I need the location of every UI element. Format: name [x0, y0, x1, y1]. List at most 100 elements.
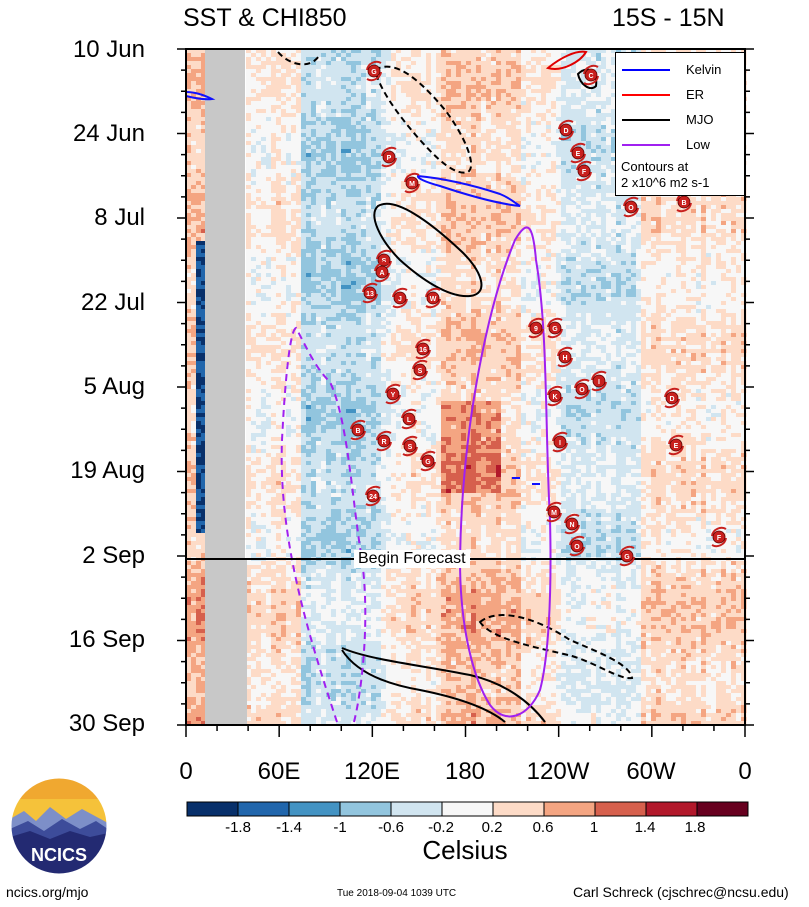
- sst-cell: [326, 153, 332, 158]
- sst-cell: [646, 233, 652, 238]
- sst-cell: [601, 205, 607, 210]
- sst-cell: [311, 169, 317, 174]
- sst-cell: [651, 49, 657, 54]
- sst-cell: [446, 225, 452, 230]
- sst-cell: [251, 233, 257, 238]
- sst-cell: [546, 109, 552, 114]
- sst-cell: [576, 113, 582, 118]
- sst-cell: [576, 109, 582, 114]
- sst-cell: [196, 157, 202, 162]
- sst-cell: [296, 145, 302, 150]
- sst-cell: [511, 177, 517, 182]
- sst-cell: [311, 153, 317, 158]
- sst-cell: [321, 145, 327, 150]
- sst-cell: [466, 113, 472, 118]
- sst-cell: [331, 49, 337, 54]
- sst-cell: [286, 129, 292, 134]
- sst-cell: [526, 197, 532, 202]
- sst-cell: [426, 129, 432, 134]
- sst-cell: [396, 125, 402, 130]
- sst-cell: [571, 165, 577, 170]
- sst-cell: [291, 229, 297, 234]
- sst-cell: [571, 97, 577, 102]
- sst-cell: [366, 237, 372, 242]
- sst-cell: [326, 141, 332, 146]
- sst-cell: [416, 97, 422, 102]
- sst-cell: [576, 161, 582, 166]
- sst-cell: [256, 113, 262, 118]
- sst-cell: [376, 125, 382, 130]
- sst-cell: [536, 225, 542, 230]
- sst-cell: [186, 145, 192, 150]
- sst-cell: [431, 97, 437, 102]
- sst-cell: [521, 145, 527, 150]
- sst-cell: [496, 181, 502, 186]
- sst-cell: [546, 197, 552, 202]
- sst-cell: [521, 93, 527, 98]
- sst-cell: [266, 157, 272, 162]
- sst-cell: [186, 205, 192, 210]
- sst-cell: [296, 73, 302, 78]
- sst-cell: [326, 133, 332, 138]
- sst-cell: [391, 213, 397, 218]
- sst-cell: [471, 145, 477, 150]
- sst-cell: [676, 49, 682, 54]
- sst-cell: [361, 137, 367, 142]
- sst-cell: [581, 125, 587, 130]
- sst-cell: [316, 201, 322, 206]
- sst-cell: [436, 213, 442, 218]
- sst-cell: [266, 133, 272, 138]
- sst-cell: [556, 117, 562, 122]
- sst-cell: [641, 213, 647, 218]
- sst-cell: [511, 189, 517, 194]
- sst-cell: [261, 133, 267, 138]
- sst-cell: [361, 173, 367, 178]
- sst-cell: [336, 205, 342, 210]
- sst-cell: [306, 213, 312, 218]
- sst-cell: [346, 177, 352, 182]
- sst-cell: [336, 221, 342, 226]
- sst-cell: [291, 73, 297, 78]
- sst-cell: [271, 149, 277, 154]
- sst-cell: [556, 137, 562, 142]
- sst-cell: [306, 217, 312, 222]
- sst-cell: [271, 93, 277, 98]
- sst-cell: [681, 221, 687, 226]
- sst-cell: [276, 149, 282, 154]
- sst-cell: [336, 53, 342, 58]
- sst-cell: [246, 73, 252, 78]
- sst-cell: [256, 105, 262, 110]
- sst-cell: [446, 77, 452, 82]
- sst-cell: [271, 161, 277, 166]
- sst-cell: [351, 101, 357, 106]
- sst-cell: [431, 233, 437, 238]
- sst-cell: [331, 93, 337, 98]
- sst-cell: [371, 189, 377, 194]
- sst-cell: [476, 197, 482, 202]
- sst-cell: [466, 117, 472, 122]
- sst-cell: [381, 113, 387, 118]
- sst-cell: [371, 157, 377, 162]
- sst-cell: [431, 165, 437, 170]
- sst-cell: [696, 201, 702, 206]
- sst-cell: [481, 77, 487, 82]
- sst-cell: [551, 205, 557, 210]
- sst-cell: [291, 117, 297, 122]
- sst-cell: [411, 217, 417, 222]
- sst-cell: [336, 181, 342, 186]
- sst-cell: [186, 153, 192, 158]
- sst-cell: [431, 193, 437, 198]
- sst-cell: [526, 57, 532, 62]
- sst-cell: [431, 77, 437, 82]
- sst-cell: [261, 69, 267, 74]
- sst-cell: [501, 189, 507, 194]
- sst-cell: [361, 221, 367, 226]
- sst-cell: [391, 117, 397, 122]
- sst-cell: [341, 177, 347, 182]
- sst-cell: [326, 53, 332, 58]
- sst-cell: [186, 209, 192, 214]
- sst-cell: [301, 89, 307, 94]
- sst-cell: [256, 217, 262, 222]
- sst-cell: [371, 85, 377, 90]
- sst-cell: [361, 101, 367, 106]
